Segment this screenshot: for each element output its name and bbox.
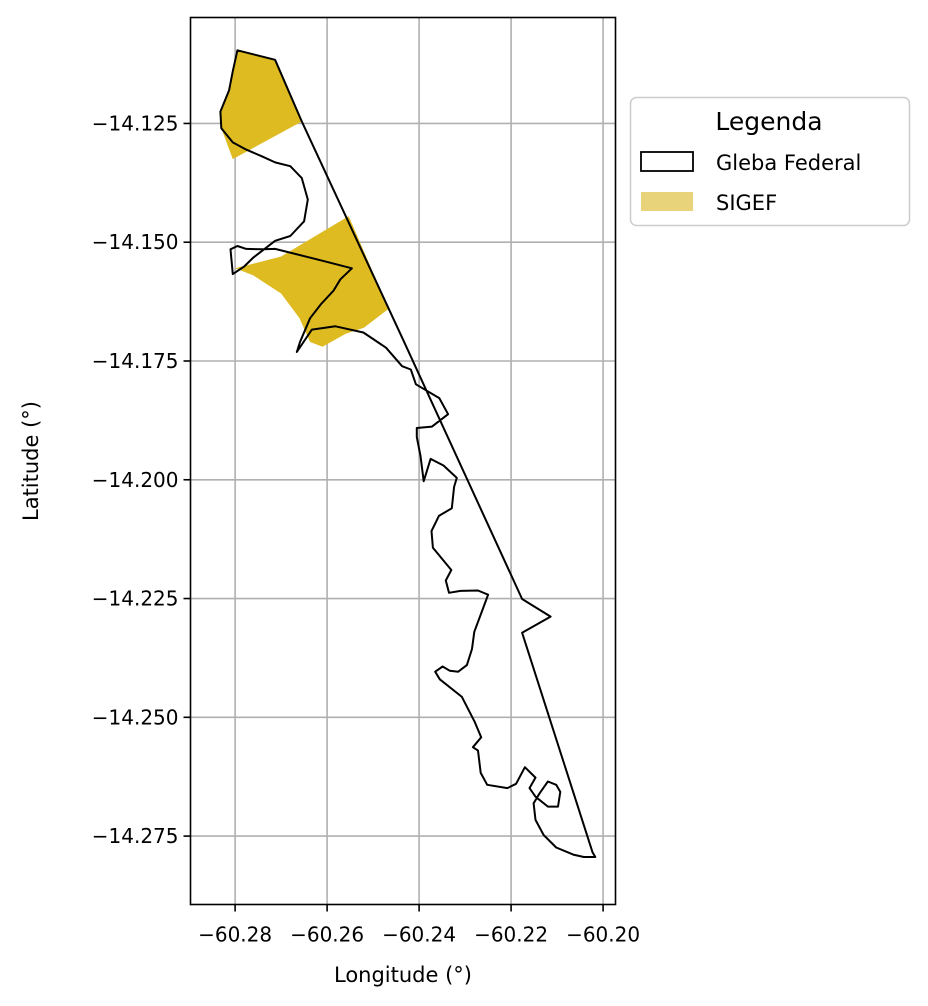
y-axis-ticks: −14.125 −14.150 −14.175 −14.200 −14.225 −14.2… bbox=[92, 111, 191, 848]
y-axis-label: Latitude (°) bbox=[19, 401, 43, 521]
y-tick-label: −14.275 bbox=[92, 824, 179, 848]
y-tick-label: −14.125 bbox=[92, 111, 179, 135]
legend: Legenda Gleba Federal SIGEF bbox=[629, 96, 911, 227]
legend-swatch-sigef bbox=[641, 192, 693, 211]
y-tick-label: −14.150 bbox=[92, 230, 179, 254]
map-layers bbox=[219, 49, 597, 858]
x-axis-ticks: −60.28 −60.26 −60.24 −60.22 −60.20 bbox=[198, 904, 640, 947]
x-tick-label: −60.24 bbox=[382, 923, 456, 947]
grid-lines bbox=[190, 17, 616, 905]
y-tick-label: −14.225 bbox=[92, 587, 179, 611]
y-tick-label: −14.250 bbox=[92, 705, 179, 729]
y-tick-label: −14.200 bbox=[92, 468, 179, 492]
legend-title: Legenda bbox=[715, 107, 822, 136]
gleba-federal-boundary bbox=[219, 49, 597, 858]
legend-box bbox=[629, 96, 911, 227]
plot-frame bbox=[189, 16, 617, 906]
sigef-parcel-2 bbox=[235, 216, 389, 347]
sigef-parcel-1 bbox=[220, 50, 302, 160]
x-tick-label: −60.26 bbox=[290, 923, 364, 947]
x-tick-label: −60.22 bbox=[474, 923, 548, 947]
x-axis-label: Longitude (°) bbox=[334, 963, 472, 987]
legend-label-sigef: SIGEF bbox=[716, 191, 777, 215]
x-tick-label: −60.20 bbox=[566, 923, 640, 947]
legend-swatch-gleba-federal bbox=[640, 151, 694, 172]
x-tick-label: −60.28 bbox=[198, 923, 272, 947]
y-tick-label: −14.175 bbox=[92, 349, 179, 373]
legend-label-gleba-federal: Gleba Federal bbox=[716, 151, 861, 175]
